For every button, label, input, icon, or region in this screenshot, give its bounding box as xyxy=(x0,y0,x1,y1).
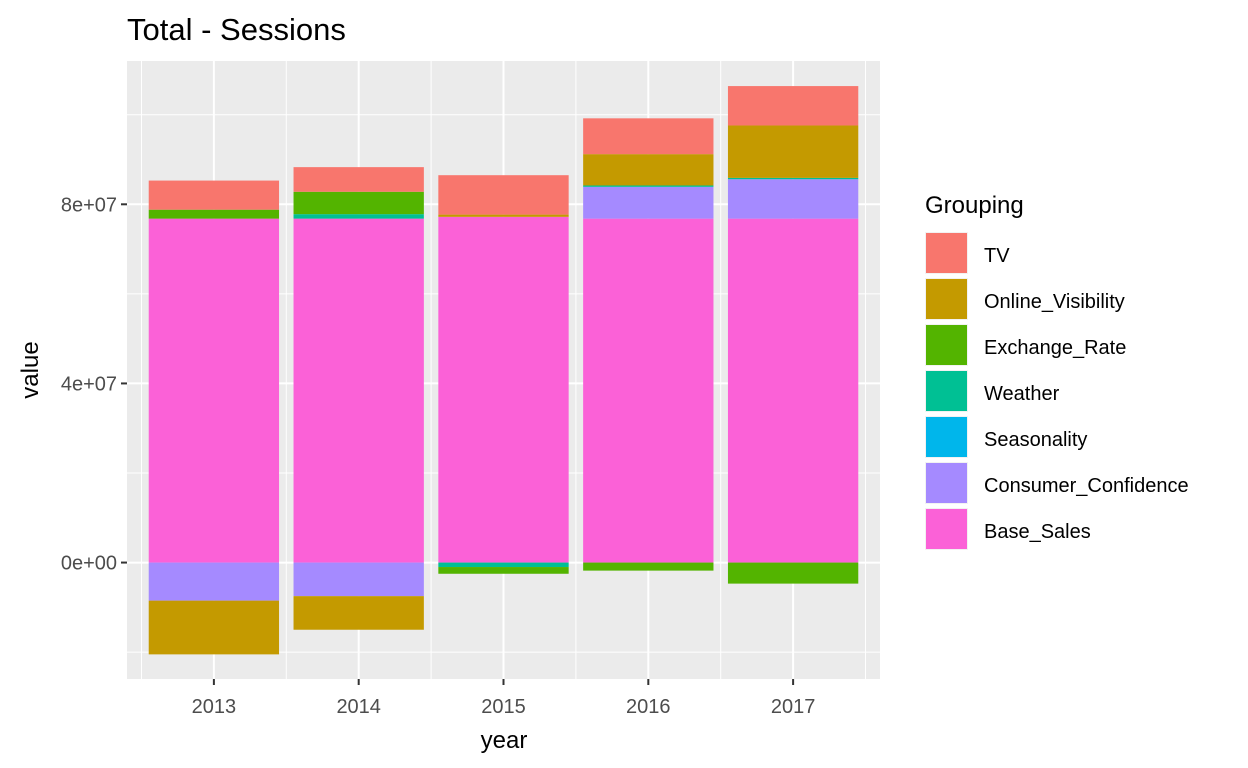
bar-segment-weather-2014 xyxy=(293,214,424,219)
bar-segment-exchange-rate-2016 xyxy=(583,562,714,571)
legend-swatch-online-visibility xyxy=(926,279,967,319)
legend-swatch-tv xyxy=(926,233,967,273)
legend-title: Grouping xyxy=(925,192,1024,219)
legend-label: Seasonality xyxy=(984,429,1087,451)
x-tick-label: 2016 xyxy=(626,696,671,718)
x-axis-title: year xyxy=(481,727,528,754)
bar-segment-base-sales-2017 xyxy=(727,218,859,563)
y-tick-label: 0e+00 xyxy=(61,553,117,575)
x-axis: 2013 2014 2015 2016 2017 xyxy=(192,679,816,718)
bar-segment-tv-2017 xyxy=(727,86,859,126)
bar-segment-online-visibility-2016 xyxy=(583,154,714,186)
bar-segment-tv-2016 xyxy=(583,118,714,155)
y-tick-label: 8e+07 xyxy=(61,194,117,216)
bar-segment-base-sales-2016 xyxy=(583,218,714,563)
bar-segment-consumer-confidence-2013 xyxy=(148,562,280,601)
bar-segment-exchange-rate-2013 xyxy=(148,209,280,219)
y-axis-title: value xyxy=(17,341,44,398)
bar-segment-tv-2013 xyxy=(148,180,280,210)
bar-segment-online-visibility-2015 xyxy=(438,214,569,217)
y-tick-label: 4e+07 xyxy=(61,373,117,395)
bar-segment-consumer-confidence-2017 xyxy=(727,179,859,219)
legend-swatch-weather xyxy=(926,371,967,411)
legend-swatch-consumer-confidence xyxy=(926,463,967,503)
bar-segment-exchange-rate-2014 xyxy=(293,191,424,215)
bars xyxy=(148,86,859,655)
bar-segment-weather-2015 xyxy=(438,562,569,568)
bar-segment-base-sales-2015 xyxy=(438,216,569,563)
legend-label: Base_Sales xyxy=(984,521,1091,543)
legend-label: Weather xyxy=(984,383,1060,405)
bar-segment-exchange-rate-2015 xyxy=(438,567,569,574)
bar-segment-online-visibility-2017 xyxy=(727,125,859,178)
bar-segment-consumer-confidence-2016 xyxy=(583,186,714,219)
chart-title: Total - Sessions xyxy=(127,12,346,47)
legend-label: Consumer_Confidence xyxy=(984,475,1189,497)
legend-swatch-exchange-rate xyxy=(926,325,967,365)
bar-segment-tv-2015 xyxy=(438,175,569,215)
legend-swatch-seasonality xyxy=(926,417,967,457)
legend-label: Exchange_Rate xyxy=(984,337,1126,359)
bar-segment-tv-2014 xyxy=(293,167,424,192)
bar-segment-base-sales-2014 xyxy=(293,218,424,563)
bar-segment-exchange-rate-2017 xyxy=(727,562,859,584)
legend-label: TV xyxy=(984,245,1010,267)
bar-segment-online-visibility-2013 xyxy=(148,600,280,655)
x-tick-label: 2015 xyxy=(481,696,526,718)
bar-segment-consumer-confidence-2014 xyxy=(293,562,424,597)
bar-segment-weather-2017 xyxy=(727,177,859,180)
bar-segment-weather-2016 xyxy=(583,185,714,187)
bar-segment-base-sales-2013 xyxy=(148,218,280,563)
legend-label: Online_Visibility xyxy=(984,291,1125,313)
x-tick-label: 2014 xyxy=(336,696,381,718)
x-tick-label: 2013 xyxy=(192,696,237,718)
bar-segment-online-visibility-2014 xyxy=(293,596,424,630)
legend-swatch-base-sales xyxy=(926,509,967,549)
x-tick-label: 2017 xyxy=(771,696,816,718)
y-axis: 0e+00 4e+07 8e+07 xyxy=(61,194,127,575)
legend: Grouping TV Online_Visibility Exchange_Rat… xyxy=(925,192,1189,550)
